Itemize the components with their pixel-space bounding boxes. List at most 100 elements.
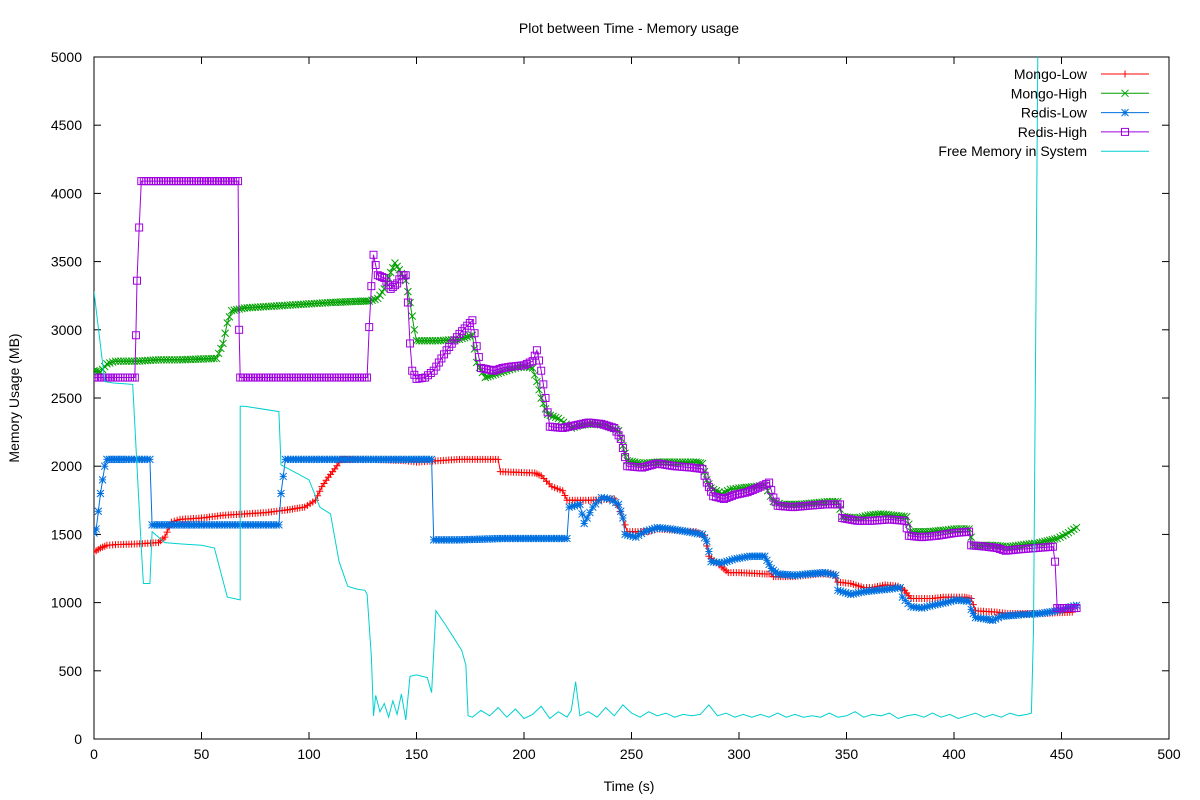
series-point (111, 357, 120, 366)
series-point (631, 533, 640, 541)
series-point (386, 268, 395, 277)
series-point (569, 421, 578, 430)
series-point (1072, 604, 1081, 613)
series-point (549, 412, 557, 421)
series-point (994, 613, 1003, 622)
series-point (759, 481, 768, 490)
series-point (458, 327, 467, 336)
series-point (629, 532, 637, 541)
series-point (371, 261, 380, 270)
series-point (995, 544, 1004, 553)
series-point (559, 487, 567, 495)
series-point (579, 419, 588, 428)
series-point (368, 296, 376, 305)
series-point (404, 287, 412, 296)
series-point (391, 281, 399, 290)
series-point (700, 533, 709, 542)
series-point (1067, 602, 1076, 611)
series-point (991, 615, 1000, 623)
legend-label: Redis-Low (1021, 105, 1088, 121)
series-point (489, 366, 498, 375)
series-point (1056, 606, 1064, 614)
series-point (760, 552, 769, 561)
y-tick-label: 2000 (51, 458, 82, 474)
series-point (429, 366, 438, 375)
series-point (571, 421, 580, 430)
x-tick-label: 50 (194, 746, 210, 762)
series-point (846, 590, 855, 599)
series-point (946, 597, 955, 606)
y-tick-label: 3500 (51, 254, 82, 270)
series-point (225, 312, 234, 321)
series-point (717, 494, 726, 503)
series-point (423, 336, 432, 345)
series-point (938, 599, 947, 607)
series-point (1072, 523, 1081, 532)
series-point (371, 295, 379, 304)
series-point (537, 394, 546, 402)
y-tick-label: 4500 (51, 117, 82, 133)
series-point (311, 496, 319, 504)
series-point (133, 276, 141, 285)
series-point (765, 478, 774, 487)
series-point (645, 461, 654, 470)
series-point (925, 602, 934, 610)
series-point (728, 491, 737, 500)
series-point (495, 364, 504, 373)
series-point (316, 487, 324, 495)
series-point (279, 472, 288, 481)
series-point (223, 319, 232, 327)
chart-title: Plot between Time - Memory usage (519, 20, 739, 36)
series-point (965, 597, 973, 606)
y-axis-label: Memory Usage (MB) (6, 333, 22, 462)
series-point (455, 329, 464, 338)
series-point (1048, 542, 1057, 551)
series-point (769, 493, 778, 502)
series-point (580, 519, 589, 528)
x-tick-label: 250 (620, 746, 644, 762)
series-point (168, 355, 176, 364)
series-point (363, 373, 372, 382)
legend-label: Redis-High (1018, 124, 1087, 140)
series-point (728, 555, 736, 564)
series-point (472, 342, 481, 351)
series-point (460, 324, 469, 333)
series-point (216, 344, 225, 353)
series-point (530, 370, 539, 379)
series-point (162, 355, 171, 364)
series-point (114, 357, 123, 366)
series-point (426, 368, 435, 377)
series-point (391, 259, 399, 267)
series-point (748, 485, 757, 494)
series-point (854, 588, 863, 597)
series-point (481, 373, 490, 382)
series-free-memory-in-system (94, 57, 1039, 720)
series-point (395, 275, 404, 284)
series-point (821, 568, 829, 577)
series-point (470, 329, 479, 338)
series-point (1072, 601, 1081, 610)
series-point (393, 262, 402, 271)
series-point (707, 487, 716, 496)
series-point (401, 271, 410, 280)
legend-item-redis-high: Redis-High (1018, 124, 1149, 140)
series-point (704, 483, 713, 492)
x-tick-label: 450 (1050, 746, 1074, 762)
series-point (719, 494, 728, 503)
series-point (839, 588, 847, 596)
series-point (388, 263, 397, 272)
series-point (567, 502, 576, 511)
x-tick-label: 150 (405, 746, 429, 762)
series-point (437, 354, 446, 363)
series-point (988, 616, 997, 625)
series-point (586, 508, 594, 517)
series-point (163, 528, 171, 536)
series-point (130, 373, 139, 382)
series-point (746, 487, 755, 496)
x-tick-label: 0 (90, 746, 98, 762)
series-point (1048, 535, 1057, 544)
series-point (829, 570, 837, 579)
series-point (96, 489, 105, 498)
series-point (611, 498, 620, 507)
